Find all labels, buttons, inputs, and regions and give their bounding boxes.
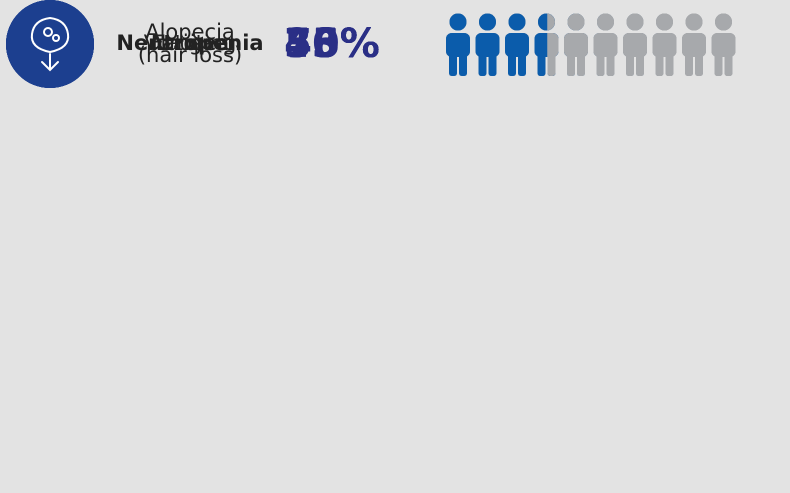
- person-filled: [538, 13, 548, 31]
- person-empty: [685, 13, 703, 31]
- icon-circle: [6, 0, 94, 88]
- person-empty: [715, 13, 732, 31]
- category-label: Fatigue: [151, 31, 229, 56]
- person-empty: [714, 50, 723, 76]
- people-filled: [446, 13, 548, 76]
- person-empty: [596, 50, 605, 76]
- person-empty: [656, 13, 673, 31]
- person-filled: [537, 50, 546, 76]
- value-label: 40%: [284, 21, 380, 67]
- person-filled: [508, 13, 526, 31]
- value-label: 46%: [284, 21, 380, 67]
- person-filled: [449, 13, 467, 31]
- person-filled: [508, 50, 516, 76]
- person-filled: [478, 50, 487, 76]
- person-empty: [695, 50, 703, 76]
- person-filled: [479, 13, 496, 31]
- person-empty: [626, 13, 644, 31]
- icon-part: [30, 16, 70, 72]
- person-empty: [567, 13, 585, 31]
- person-filled: [459, 50, 467, 76]
- icon: [6, 0, 94, 88]
- person-empty: [606, 50, 615, 76]
- icon-part: [43, 27, 53, 37]
- person-empty: [577, 50, 585, 76]
- person-empty: [597, 13, 614, 31]
- person-empty: [655, 50, 664, 76]
- person-empty: [636, 50, 644, 76]
- person-empty: [724, 50, 733, 76]
- value-label: 73%: [284, 21, 380, 67]
- pictogram: [446, 13, 736, 76]
- person-filled: [518, 50, 526, 76]
- person-filled: [449, 50, 457, 76]
- value-label: 35%: [284, 21, 380, 67]
- category-label: Nausea: [150, 31, 230, 56]
- category-label: Alopecia (hair loss): [137, 19, 243, 67]
- icon-part: [52, 34, 60, 42]
- person-empty: [567, 50, 575, 76]
- person-empty: [665, 50, 674, 76]
- category-label: Neutropenia: [116, 31, 264, 56]
- person-filled: [488, 50, 497, 76]
- person-empty: [626, 50, 634, 76]
- value-label: 53%: [284, 21, 380, 67]
- icon-drawing: [30, 16, 70, 72]
- person-empty: [685, 50, 693, 76]
- category-label: Vomiting: [143, 31, 237, 56]
- person-empty: [547, 50, 556, 76]
